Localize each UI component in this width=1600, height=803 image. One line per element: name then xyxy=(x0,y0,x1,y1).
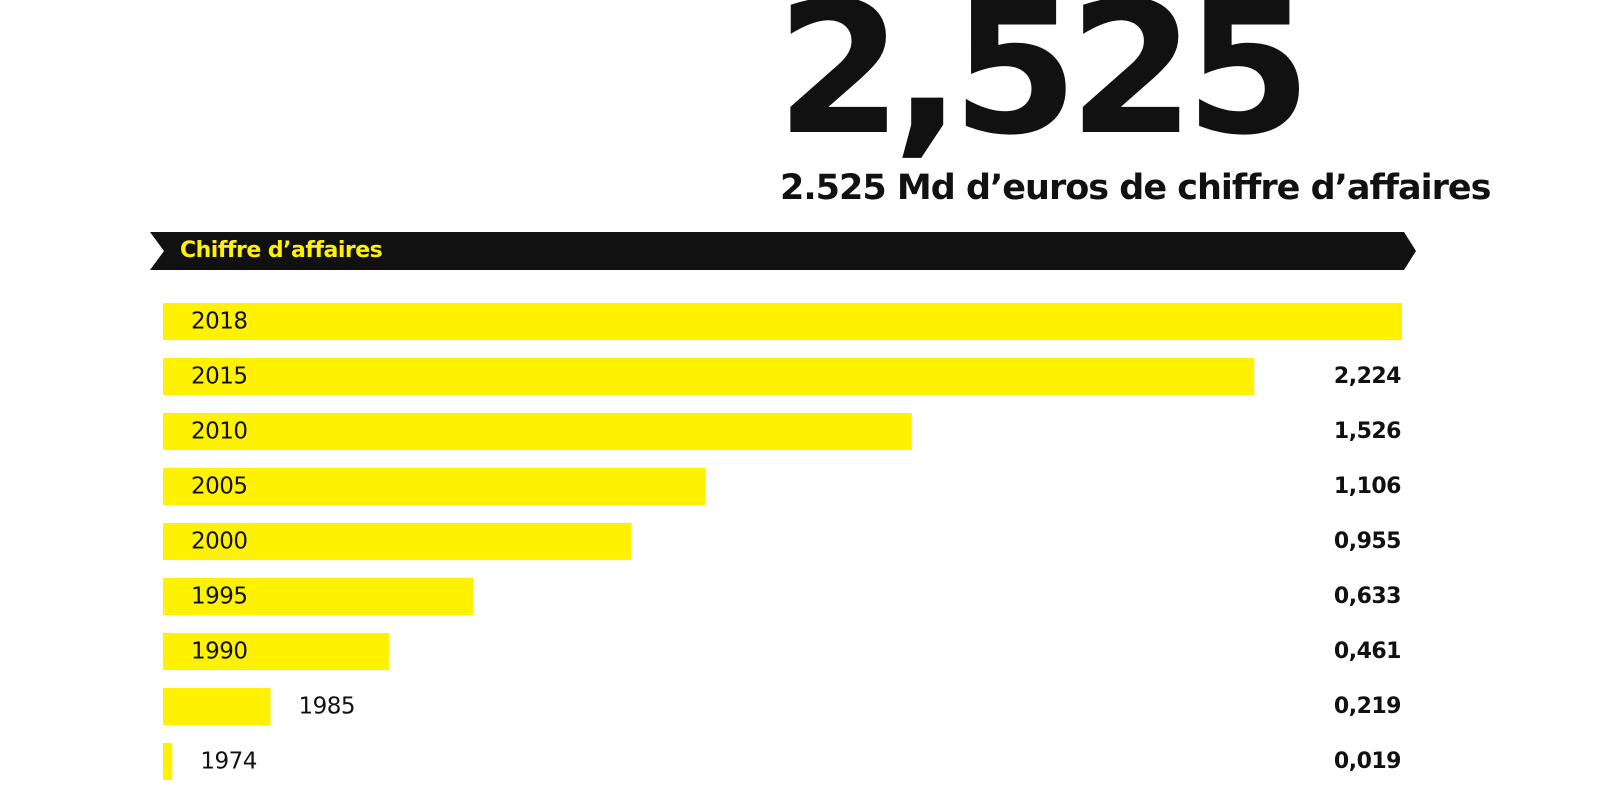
value-label-2010: 1,526 xyxy=(1334,419,1401,444)
category-label-1995: 1995 xyxy=(191,584,248,610)
section-banner xyxy=(150,232,1416,270)
bar-1985 xyxy=(163,688,271,725)
category-label-2015: 2015 xyxy=(191,364,248,390)
value-label-2015: 2,224 xyxy=(1334,364,1401,389)
value-label-1990: 0,461 xyxy=(1334,639,1401,664)
bar-2018 xyxy=(163,303,1402,340)
category-label-2005: 2005 xyxy=(191,474,248,500)
value-label-1985: 0,219 xyxy=(1334,694,1401,719)
bar-1974 xyxy=(163,743,173,780)
bar-1990 xyxy=(163,633,390,670)
headline-value: 2,525 xyxy=(776,0,1312,175)
section-banner-label: Chiffre d’affaires xyxy=(180,238,383,263)
value-label-2000: 0,955 xyxy=(1334,529,1401,554)
bar-2015 xyxy=(163,358,1255,395)
category-label-1985: 1985 xyxy=(298,694,355,720)
value-label-1995: 0,633 xyxy=(1334,584,1401,609)
bar-2010 xyxy=(163,413,912,450)
value-label-1974: 0,019 xyxy=(1334,749,1401,774)
bar-2005 xyxy=(163,468,706,505)
category-label-2010: 2010 xyxy=(191,419,248,445)
value-label-2005: 1,106 xyxy=(1334,474,1401,499)
category-label-1974: 1974 xyxy=(200,749,257,775)
category-label-2018: 2018 xyxy=(191,309,248,335)
category-label-1990: 1990 xyxy=(191,639,248,665)
category-label-2000: 2000 xyxy=(191,529,248,555)
bar-2000 xyxy=(163,523,632,560)
headline-subtitle: 2.525 Md d’euros de chiffre d’affaires xyxy=(780,168,1491,208)
bar-1995 xyxy=(163,578,474,615)
